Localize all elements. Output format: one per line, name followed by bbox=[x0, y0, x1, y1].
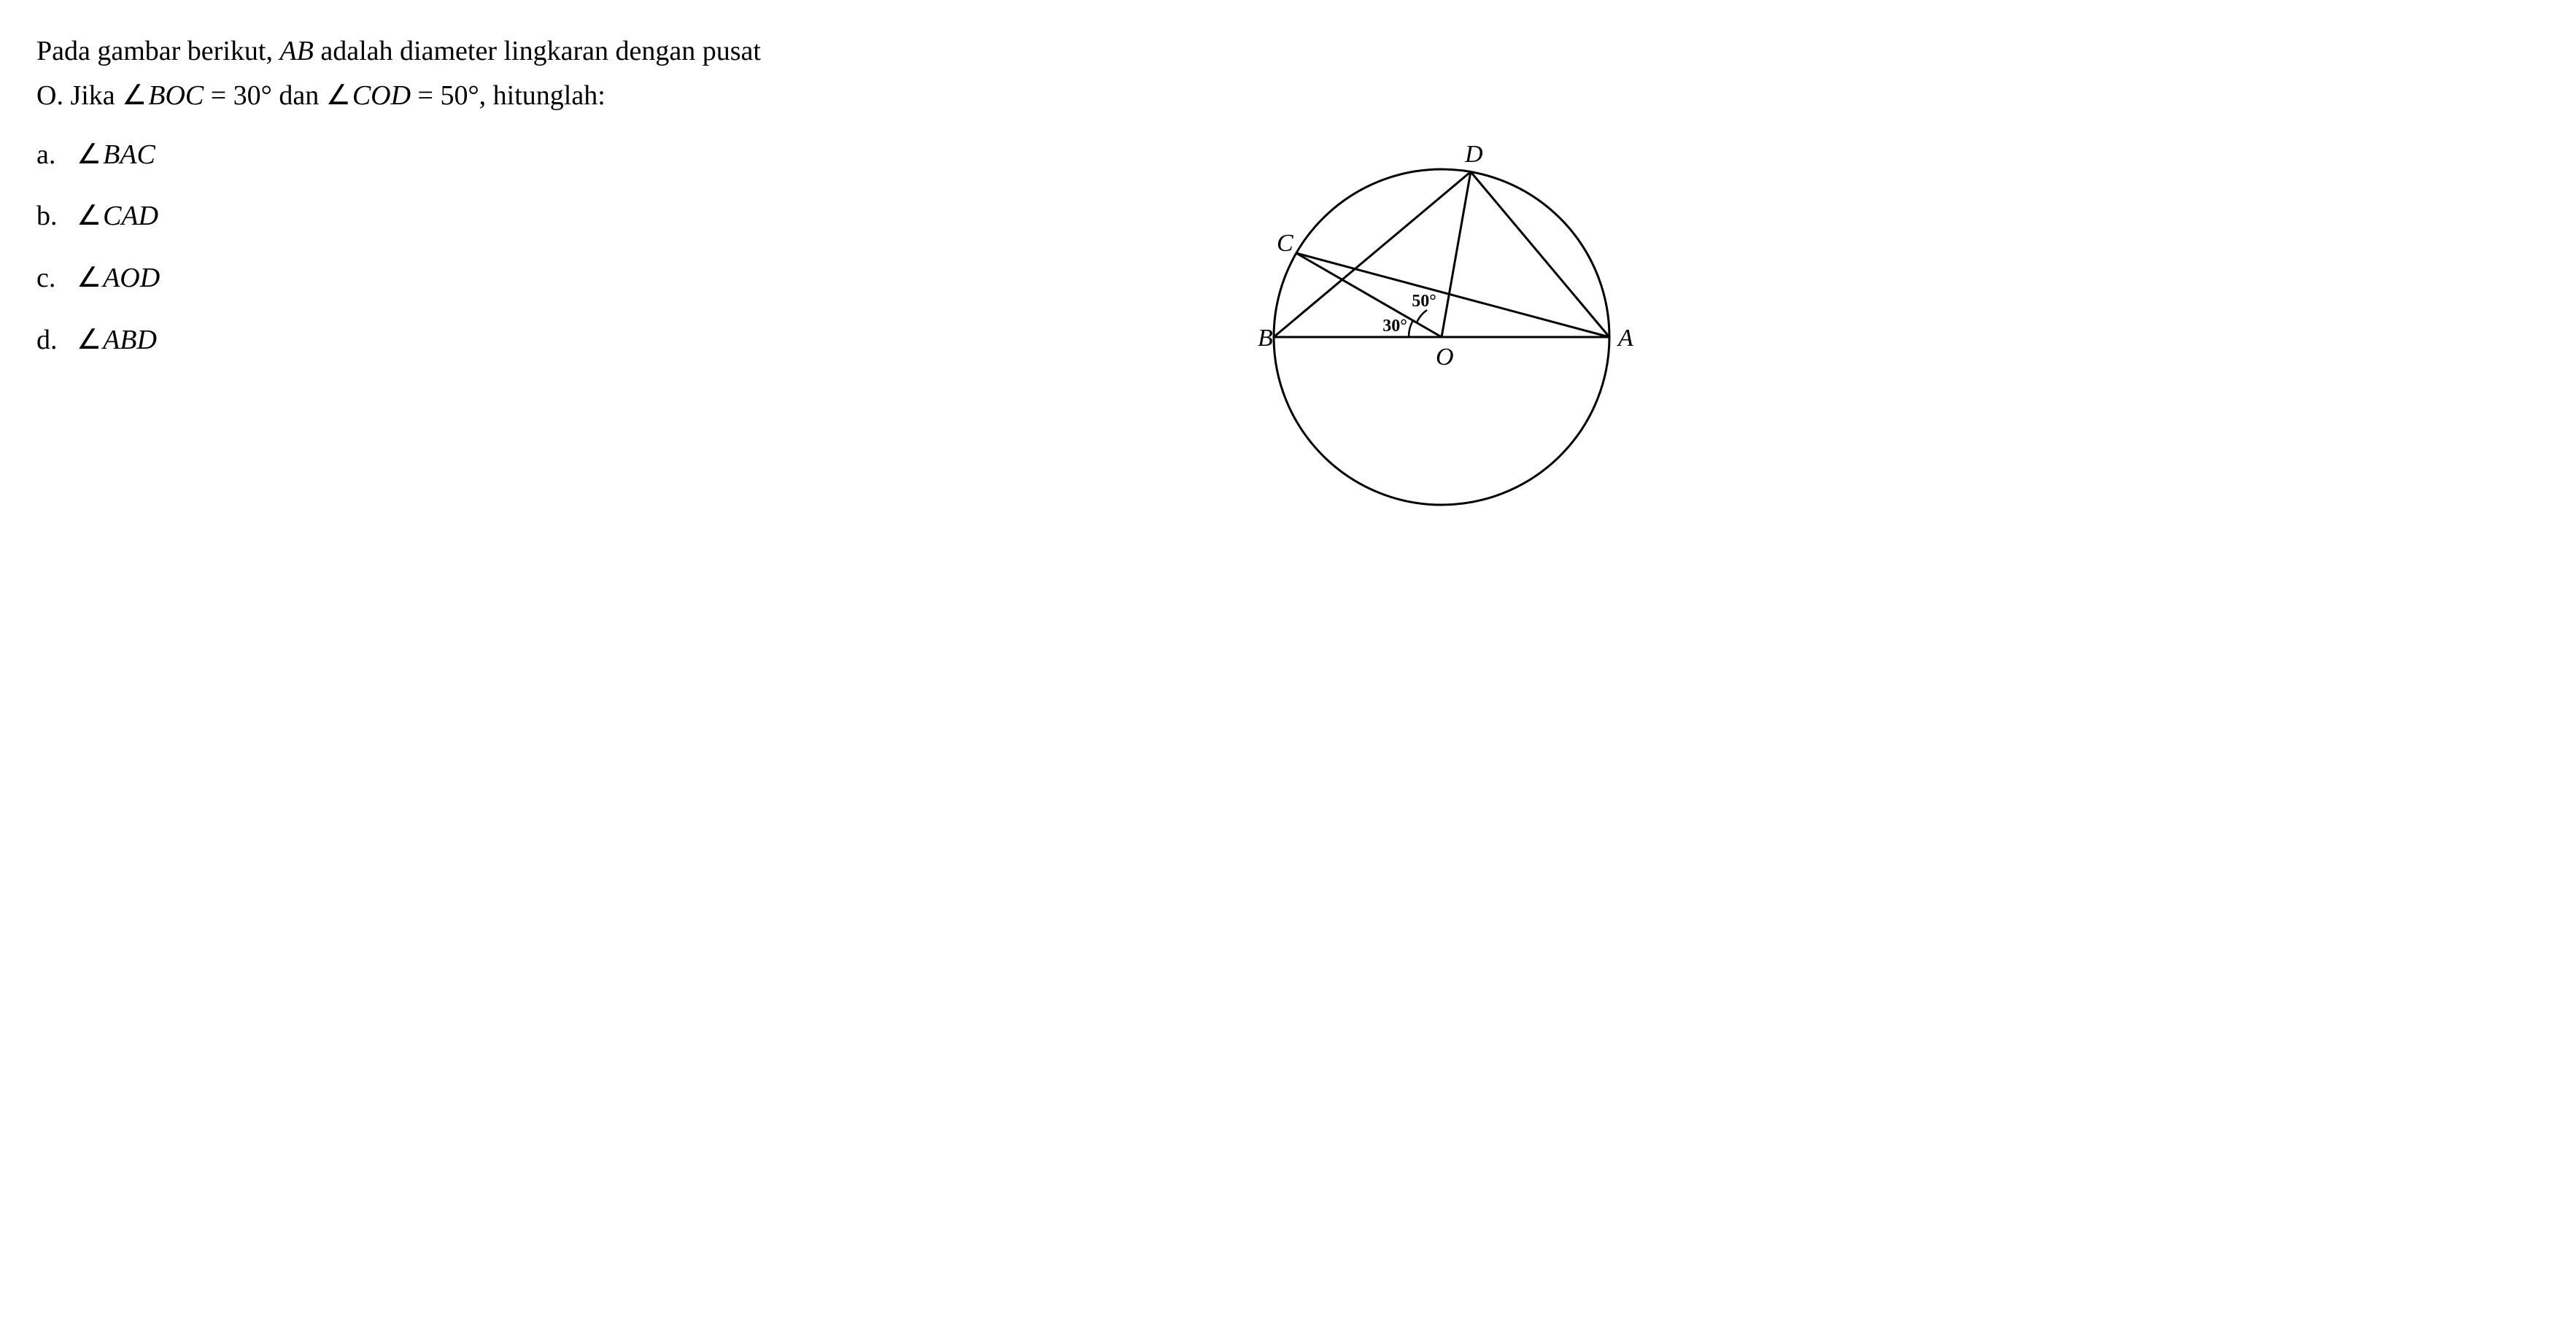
angle-label: CAD bbox=[103, 201, 158, 231]
angle-symbol: ∠ bbox=[77, 263, 101, 293]
angle-expr: ∠ABD bbox=[77, 318, 157, 363]
angle-expr: ∠BAC bbox=[77, 133, 155, 177]
var-ab: AB bbox=[279, 36, 313, 66]
content-row: a. ∠BAC b. ∠CAD c. ∠AOD d. ∠ABD 50°30°AB… bbox=[36, 133, 2540, 527]
angle-label: BAC bbox=[103, 139, 155, 170]
svg-text:50°: 50° bbox=[1412, 292, 1436, 311]
angle-symbol: ∠ bbox=[77, 201, 101, 231]
option-d: d. ∠ABD bbox=[36, 318, 328, 363]
text-part: Pada gambar berikut, bbox=[36, 36, 279, 66]
angle-symbol: ∠ bbox=[326, 80, 351, 111]
problem-line-1: Pada gambar berikut, AB adalah diameter … bbox=[36, 29, 2540, 74]
option-letter: d. bbox=[36, 318, 77, 363]
option-a: a. ∠BAC bbox=[36, 133, 328, 177]
angle-boc: BOC bbox=[148, 80, 204, 111]
svg-text:C: C bbox=[1277, 230, 1293, 257]
angle-label: ABD bbox=[103, 325, 157, 355]
option-letter: b. bbox=[36, 194, 77, 239]
option-b: b. ∠CAD bbox=[36, 194, 328, 239]
svg-text:A: A bbox=[1617, 325, 1633, 352]
text-part: O. Jika bbox=[36, 80, 122, 111]
option-letter: a. bbox=[36, 133, 77, 177]
angle-symbol: ∠ bbox=[77, 325, 101, 355]
svg-text:D: D bbox=[1464, 141, 1483, 168]
svg-text:30°: 30° bbox=[1382, 317, 1407, 336]
angle-symbol: ∠ bbox=[122, 80, 147, 111]
svg-text:O: O bbox=[1436, 344, 1454, 371]
angle-symbol: ∠ bbox=[77, 139, 101, 170]
problem-statement: Pada gambar berikut, AB adalah diameter … bbox=[36, 29, 2540, 118]
text-part: = 30° dan bbox=[204, 80, 326, 111]
options-list: a. ∠BAC b. ∠CAD c. ∠AOD d. ∠ABD bbox=[36, 133, 328, 380]
diagram-container: 50° 30° A B C D O bbox=[357, 133, 2540, 527]
option-letter: c. bbox=[36, 256, 77, 301]
problem-line-2: O. Jika ∠BOC = 30° dan ∠COD = 50°, hitun… bbox=[36, 74, 2540, 118]
option-c: c. ∠AOD bbox=[36, 256, 328, 301]
angle-cod: COD bbox=[352, 80, 411, 111]
circle-diagram: 50° 30° A B C D O bbox=[1237, 133, 1660, 527]
angle-label: AOD bbox=[103, 263, 160, 293]
angle-expr: ∠CAD bbox=[77, 194, 158, 239]
angle-expr: ∠AOD bbox=[77, 256, 160, 301]
text-part: = 50°, hitunglah: bbox=[411, 80, 606, 111]
text-part: adalah diameter lingkaran dengan pusat bbox=[314, 36, 761, 66]
svg-text:B: B bbox=[1258, 325, 1273, 352]
